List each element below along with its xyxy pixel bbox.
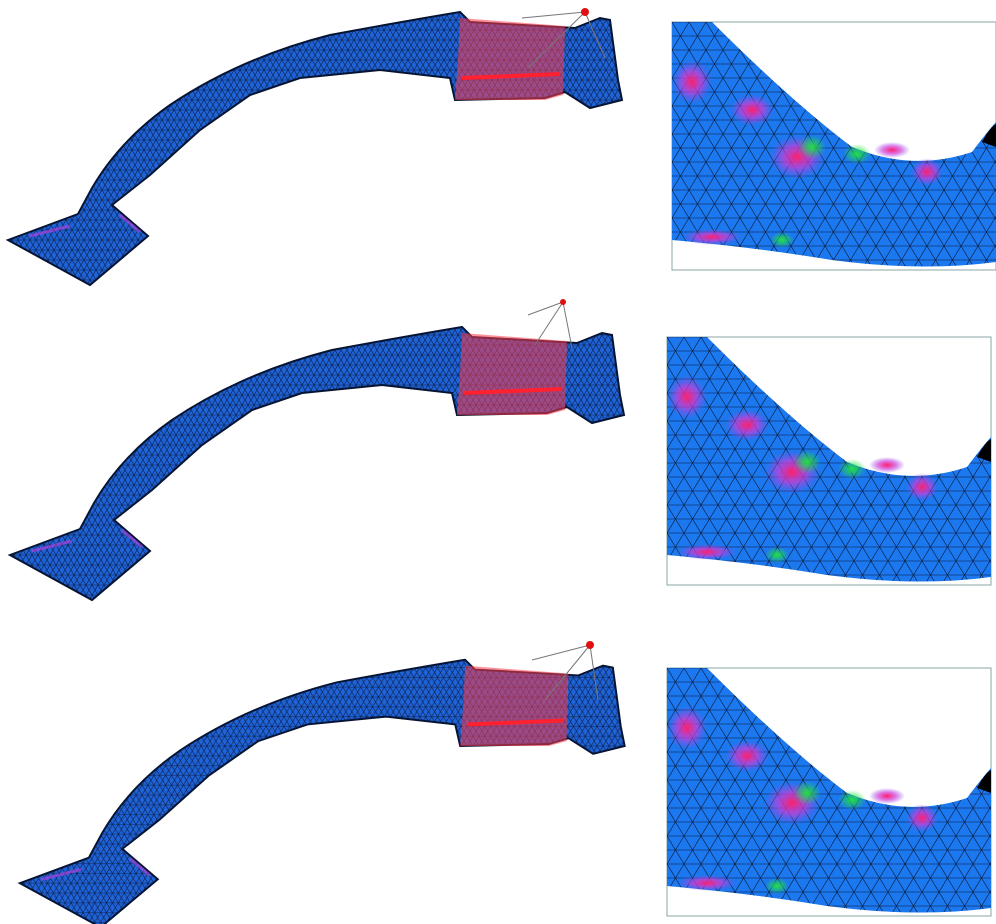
zoom-panel-3 xyxy=(667,668,991,916)
mesh-1 xyxy=(8,12,622,285)
zoom-panel-1 xyxy=(672,22,996,270)
page: {} xyxy=(0,0,996,924)
figure xyxy=(0,0,996,924)
mesh-2 xyxy=(10,327,624,600)
zoom-panel-2 xyxy=(667,337,991,585)
mesh-3 xyxy=(20,660,625,924)
